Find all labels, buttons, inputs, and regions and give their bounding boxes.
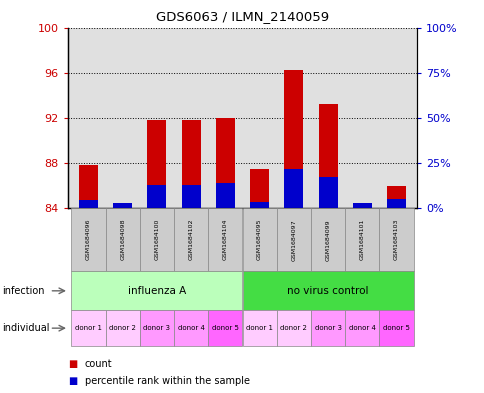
Bar	[113, 206, 132, 208]
Bar	[284, 70, 302, 208]
Text: donor 4: donor 4	[348, 325, 375, 331]
Text: GSM1684095: GSM1684095	[257, 219, 261, 261]
Bar	[79, 165, 98, 208]
Text: donor 5: donor 5	[212, 325, 238, 331]
Text: donor 1: donor 1	[75, 325, 102, 331]
Bar	[318, 176, 337, 208]
Text: no virus control: no virus control	[287, 286, 368, 296]
Bar	[215, 118, 234, 208]
Bar	[284, 169, 302, 208]
Bar	[352, 207, 371, 208]
Text: ■: ■	[68, 358, 77, 369]
Bar	[352, 203, 371, 208]
Bar	[250, 169, 269, 208]
Text: GSM1684101: GSM1684101	[359, 219, 364, 261]
Text: GSM1684100: GSM1684100	[154, 219, 159, 261]
Bar	[215, 184, 234, 208]
Text: individual: individual	[2, 323, 50, 333]
Bar	[182, 120, 200, 208]
Text: GSM1684096: GSM1684096	[86, 219, 91, 261]
Text: GSM1684104: GSM1684104	[223, 219, 227, 261]
Text: donor 3: donor 3	[314, 325, 341, 331]
Text: GSM1684099: GSM1684099	[325, 219, 330, 261]
Bar	[147, 120, 166, 208]
Bar	[79, 200, 98, 208]
Text: donor 1: donor 1	[245, 325, 272, 331]
Text: GSM1684102: GSM1684102	[188, 219, 193, 261]
Text: GSM1684103: GSM1684103	[393, 219, 398, 261]
Text: GDS6063 / ILMN_2140059: GDS6063 / ILMN_2140059	[156, 10, 328, 23]
Text: donor 5: donor 5	[382, 325, 409, 331]
Text: percentile rank within the sample: percentile rank within the sample	[85, 376, 249, 386]
Text: GSM1684098: GSM1684098	[120, 219, 125, 261]
Bar	[386, 185, 405, 208]
Text: donor 2: donor 2	[280, 325, 307, 331]
Text: infection: infection	[2, 286, 45, 296]
Text: donor 3: donor 3	[143, 325, 170, 331]
Text: GSM1684097: GSM1684097	[291, 219, 296, 261]
Text: ■: ■	[68, 376, 77, 386]
Text: count: count	[85, 358, 112, 369]
Text: donor 4: donor 4	[177, 325, 204, 331]
Bar	[113, 203, 132, 208]
Bar	[386, 199, 405, 208]
Text: influenza A: influenza A	[127, 286, 186, 296]
Bar	[182, 185, 200, 208]
Text: donor 2: donor 2	[109, 325, 136, 331]
Bar	[318, 104, 337, 208]
Bar	[147, 185, 166, 208]
Bar	[250, 202, 269, 208]
